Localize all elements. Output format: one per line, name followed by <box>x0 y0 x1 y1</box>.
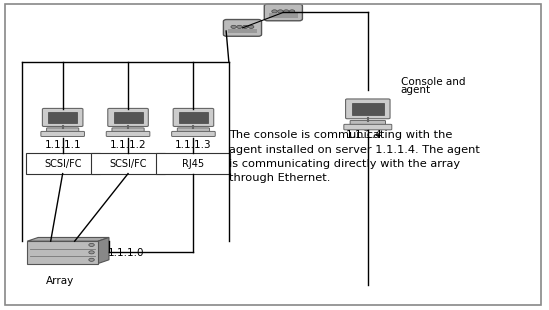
FancyBboxPatch shape <box>41 131 85 136</box>
FancyBboxPatch shape <box>264 4 302 21</box>
FancyBboxPatch shape <box>350 120 385 125</box>
Polygon shape <box>27 237 109 241</box>
FancyBboxPatch shape <box>91 153 165 174</box>
Text: 1.1.1.2: 1.1.1.2 <box>110 140 147 149</box>
Text: Console and: Console and <box>401 77 465 87</box>
Text: SCSI/FC: SCSI/FC <box>109 158 147 169</box>
Circle shape <box>89 243 94 246</box>
FancyBboxPatch shape <box>228 29 256 33</box>
FancyBboxPatch shape <box>345 99 390 119</box>
Circle shape <box>249 25 254 29</box>
Text: agent: agent <box>401 85 430 95</box>
FancyBboxPatch shape <box>223 20 261 36</box>
FancyBboxPatch shape <box>107 131 150 136</box>
Text: 1.1.1.4: 1.1.1.4 <box>346 130 383 140</box>
Text: The console is communicating with the
agent installed on server 1.1.1.4. The age: The console is communicating with the ag… <box>229 130 480 184</box>
FancyBboxPatch shape <box>27 241 98 264</box>
FancyBboxPatch shape <box>172 131 215 136</box>
FancyBboxPatch shape <box>112 128 144 132</box>
FancyBboxPatch shape <box>42 108 83 126</box>
FancyBboxPatch shape <box>179 112 208 123</box>
FancyBboxPatch shape <box>114 112 143 123</box>
FancyBboxPatch shape <box>48 112 77 123</box>
Circle shape <box>243 25 248 29</box>
Text: 1.1.1.3: 1.1.1.3 <box>175 140 212 149</box>
Circle shape <box>283 10 289 13</box>
Polygon shape <box>98 237 109 264</box>
Text: RJ45: RJ45 <box>182 158 204 169</box>
FancyBboxPatch shape <box>352 103 384 115</box>
FancyBboxPatch shape <box>108 108 148 126</box>
Circle shape <box>237 25 242 29</box>
Text: 1.1.1.1: 1.1.1.1 <box>44 140 81 149</box>
FancyBboxPatch shape <box>173 108 214 126</box>
FancyBboxPatch shape <box>177 128 210 132</box>
Circle shape <box>289 10 295 13</box>
Circle shape <box>89 251 94 254</box>
Text: SCSI/FC: SCSI/FC <box>44 158 81 169</box>
FancyBboxPatch shape <box>269 13 298 18</box>
Circle shape <box>272 10 277 13</box>
FancyBboxPatch shape <box>47 128 79 132</box>
Circle shape <box>278 10 283 13</box>
Circle shape <box>89 258 94 261</box>
Circle shape <box>231 25 237 29</box>
FancyBboxPatch shape <box>344 124 392 130</box>
Text: Array: Array <box>46 276 74 286</box>
Text: 1.1.1.0: 1.1.1.0 <box>108 248 144 258</box>
FancyBboxPatch shape <box>156 153 231 174</box>
FancyBboxPatch shape <box>26 153 100 174</box>
